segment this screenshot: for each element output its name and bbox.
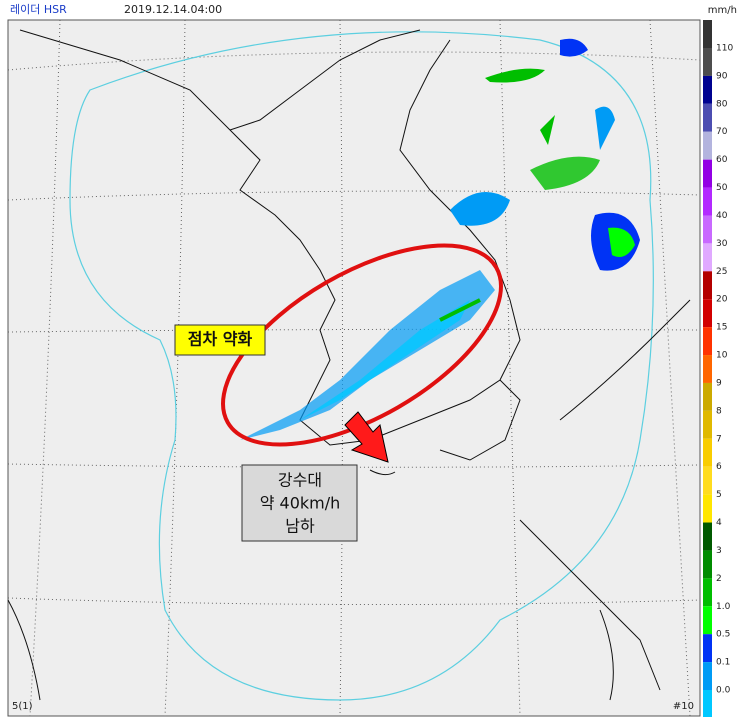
legend-label: 40 xyxy=(716,211,728,221)
legend-swatch xyxy=(703,690,712,718)
legend-label: 9 xyxy=(716,378,722,388)
footer-left: 5(1) xyxy=(12,701,33,712)
legend-label: 20 xyxy=(716,295,728,305)
legend-label: 30 xyxy=(716,239,728,249)
unit-label: mm/h xyxy=(708,5,737,16)
legend-swatch xyxy=(703,159,712,188)
band-line: 약 40km/h xyxy=(260,494,341,513)
movement-arrow xyxy=(344,411,389,463)
legend-swatch xyxy=(703,271,712,300)
band-line: 남하 xyxy=(285,517,315,536)
legend-label: 7 xyxy=(716,434,722,444)
legend-swatch xyxy=(703,355,712,383)
legend-label: 80 xyxy=(716,99,728,109)
legend-label: 2 xyxy=(716,574,722,584)
legend-swatch xyxy=(703,327,712,356)
legend-swatch xyxy=(703,215,712,244)
weakening-box xyxy=(174,324,266,356)
legend-swatch xyxy=(703,550,712,579)
legend: 110 90 80 70 60 50 40 30 25 20 15 10 9 8 7 6 5 4 3 2 1.0 0.5 0… xyxy=(703,20,733,718)
timestamp: 2019.12.14.04:00 xyxy=(124,3,222,16)
legend-label: 110 xyxy=(716,44,733,54)
map: 점차 약화 강수대 약 40km/h 남하 5(1) #10 xyxy=(7,19,701,717)
legend-swatch xyxy=(703,243,712,272)
legend-label: 5 xyxy=(716,490,722,500)
legend-swatch xyxy=(703,522,712,551)
legend-label: 3 xyxy=(716,546,722,556)
legend-swatch xyxy=(703,494,712,523)
legend-swatch xyxy=(703,75,712,104)
legend-swatch xyxy=(703,187,712,216)
legend-swatch xyxy=(703,634,712,663)
radar-range xyxy=(69,31,654,701)
legend-swatch xyxy=(703,662,712,690)
legend-swatch xyxy=(703,578,712,607)
legend-label: 8 xyxy=(716,406,722,416)
legend-label: 0.5 xyxy=(716,630,730,640)
legend-label: 50 xyxy=(716,183,728,193)
legend-label: 10 xyxy=(716,351,728,361)
legend-label: 90 xyxy=(716,71,728,81)
legend-swatch xyxy=(703,438,712,467)
legend-label: 6 xyxy=(716,462,722,472)
legend-swatch xyxy=(703,48,712,76)
legend-top xyxy=(703,20,712,48)
legend-swatch xyxy=(703,382,712,411)
legend-swatch xyxy=(703,466,712,495)
legend-label: 15 xyxy=(716,323,727,333)
legend-swatch xyxy=(703,410,712,439)
legend-label: 25 xyxy=(716,267,727,277)
legend-label: 1.0 xyxy=(716,602,731,612)
legend-label: 4 xyxy=(716,518,722,528)
precipitation xyxy=(240,38,640,440)
highlight-ellipse xyxy=(221,243,503,447)
weakening-label: 점차 약화 xyxy=(188,330,253,349)
legend-label: 70 xyxy=(716,127,728,137)
legend-swatch xyxy=(703,606,712,635)
legend-swatch xyxy=(703,103,712,132)
legend-label: 0.1 xyxy=(716,658,730,668)
band-box xyxy=(241,464,358,542)
legend-label: 0.0 xyxy=(716,686,731,696)
footer-right: #10 xyxy=(673,701,694,712)
legend-swatch xyxy=(703,131,712,160)
product-label: 레이더 HSR xyxy=(10,3,67,16)
legend-label: 60 xyxy=(716,155,728,165)
band-line: 강수대 xyxy=(278,471,322,490)
legend-swatch xyxy=(703,299,712,328)
